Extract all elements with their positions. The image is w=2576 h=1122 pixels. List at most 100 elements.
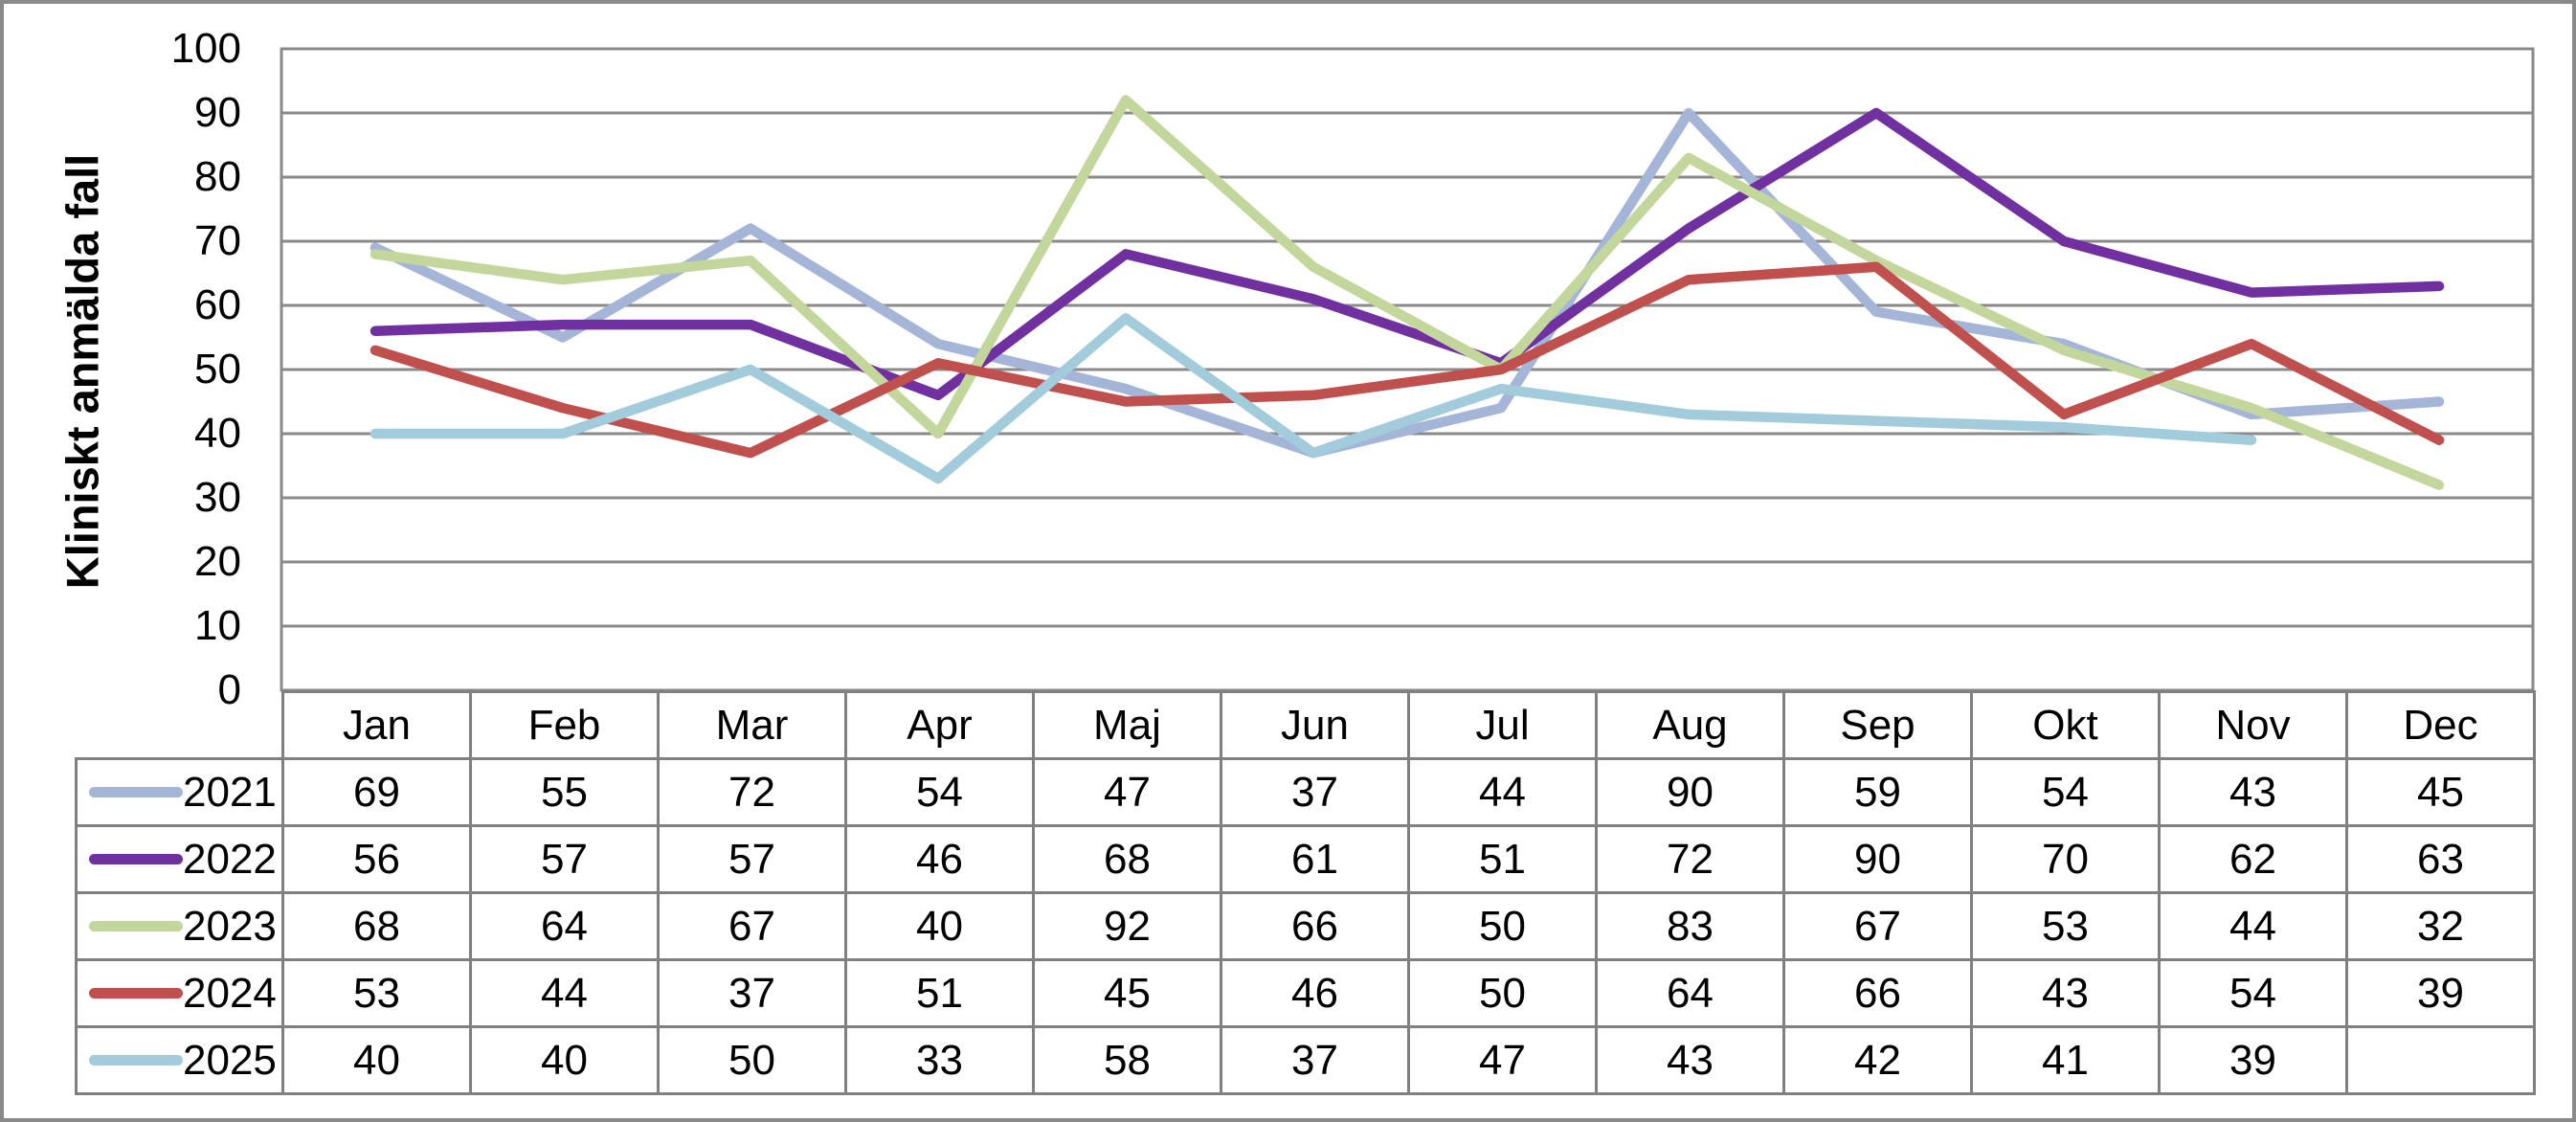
value-cell: 39 bbox=[2158, 1025, 2348, 1095]
y-tick-label: 20 bbox=[194, 538, 241, 585]
month-header-cell: Maj bbox=[1032, 690, 1222, 760]
value-cell: 51 bbox=[844, 958, 1035, 1028]
value-cell: 43 bbox=[2158, 757, 2348, 827]
value-cell: 56 bbox=[281, 824, 472, 894]
value-cell: 45 bbox=[2345, 757, 2536, 827]
value-cell: 55 bbox=[469, 757, 660, 827]
legend-year-label: 2023 bbox=[183, 902, 277, 950]
value-cell bbox=[2345, 1025, 2536, 1095]
value-cell: 42 bbox=[1782, 1025, 1973, 1095]
value-cell: 57 bbox=[469, 824, 660, 894]
value-cell: 43 bbox=[1595, 1025, 1785, 1095]
y-tick-label: 60 bbox=[194, 281, 241, 328]
value-cell: 53 bbox=[281, 958, 472, 1028]
series-line-2024 bbox=[370, 261, 2445, 459]
value-cell: 47 bbox=[1407, 1025, 1598, 1095]
value-cell: 44 bbox=[2158, 891, 2348, 961]
value-cell: 64 bbox=[469, 891, 660, 961]
value-cell: 58 bbox=[1032, 1025, 1222, 1095]
month-header-cell: Jan bbox=[281, 690, 472, 760]
value-cell: 54 bbox=[844, 757, 1035, 827]
legend-cell-2024: 2024 bbox=[75, 958, 284, 1028]
y-tick-label: 10 bbox=[194, 602, 241, 649]
series-line-2025 bbox=[370, 313, 2257, 484]
value-cell: 62 bbox=[2158, 824, 2348, 894]
series-line-2021 bbox=[370, 107, 2445, 459]
legend-year-label: 2025 bbox=[183, 1036, 277, 1084]
table-corner-cell bbox=[77, 692, 283, 759]
month-header-cell: Sep bbox=[1782, 690, 1973, 760]
value-cell: 44 bbox=[469, 958, 660, 1028]
table-row-2024: 2024 53 44 37 51 45 46 50 64 66 43 54 39 bbox=[75, 958, 2536, 1028]
table-row-2021: 2021 69 55 72 54 47 37 44 90 59 54 43 45 bbox=[75, 757, 2536, 827]
y-tick-label: 0 bbox=[217, 666, 241, 713]
month-header-cell: Aug bbox=[1595, 690, 1785, 760]
month-header-cell: Apr bbox=[844, 690, 1035, 760]
value-cell: 37 bbox=[657, 958, 847, 1028]
line-chart-plot bbox=[280, 47, 2535, 692]
value-cell: 72 bbox=[1595, 824, 1785, 894]
value-cell: 44 bbox=[1407, 757, 1598, 827]
y-tick-label: 80 bbox=[194, 153, 241, 200]
table-row-2022: 2022 56 57 57 46 68 61 51 72 90 70 62 63 bbox=[75, 824, 2536, 894]
value-cell: 72 bbox=[657, 757, 847, 827]
month-header-cell: Jun bbox=[1220, 690, 1410, 760]
month-header-cell: Dec bbox=[2345, 690, 2536, 760]
y-tick-label: 100 bbox=[170, 25, 241, 72]
value-cell: 54 bbox=[2158, 958, 2348, 1028]
value-cell: 40 bbox=[469, 1025, 660, 1095]
series-line-2022 bbox=[370, 107, 2445, 401]
data-table: Jan Feb Mar Apr Maj Jun Jul Aug Sep Okt Nov Dec 2021… bbox=[75, 690, 2536, 1095]
value-cell: 50 bbox=[1407, 891, 1598, 961]
value-cell: 51 bbox=[1407, 824, 1598, 894]
value-cell: 47 bbox=[1032, 757, 1222, 827]
value-cell: 92 bbox=[1032, 891, 1222, 961]
legend-year-label: 2021 bbox=[183, 768, 277, 816]
value-cell: 66 bbox=[1782, 958, 1973, 1028]
series-line-2023 bbox=[370, 95, 2445, 490]
value-cell: 46 bbox=[844, 824, 1035, 894]
y-tick-label: 40 bbox=[194, 410, 241, 457]
month-header-cell: Jul bbox=[1407, 690, 1598, 760]
legend-year-label: 2022 bbox=[183, 835, 277, 883]
value-cell: 67 bbox=[657, 891, 847, 961]
value-cell: 68 bbox=[281, 891, 472, 961]
table-row-2023: 2023 68 64 67 40 92 66 50 83 67 53 44 32 bbox=[75, 891, 2536, 961]
legend-cell-2025: 2025 bbox=[75, 1025, 284, 1095]
value-cell: 64 bbox=[1595, 958, 1785, 1028]
legend-swatch-2025 bbox=[89, 1055, 183, 1066]
value-cell: 37 bbox=[1220, 757, 1410, 827]
y-tick-label: 30 bbox=[194, 474, 241, 521]
y-tick-label: 70 bbox=[194, 217, 241, 264]
month-header-row: Jan Feb Mar Apr Maj Jun Jul Aug Sep Okt Nov Dec bbox=[77, 690, 2536, 760]
value-cell: 50 bbox=[657, 1025, 847, 1095]
legend-cell-2022: 2022 bbox=[75, 824, 284, 894]
value-cell: 90 bbox=[1782, 824, 1973, 894]
month-header-cell: Okt bbox=[1970, 690, 2161, 760]
value-cell: 69 bbox=[281, 757, 472, 827]
legend-cell-2021: 2021 bbox=[75, 757, 284, 827]
value-cell: 50 bbox=[1407, 958, 1598, 1028]
legend-cell-2023: 2023 bbox=[75, 891, 284, 961]
value-cell: 40 bbox=[844, 891, 1035, 961]
value-cell: 66 bbox=[1220, 891, 1410, 961]
value-cell: 54 bbox=[1970, 757, 2161, 827]
month-header-cell: Feb bbox=[469, 690, 660, 760]
legend-swatch-2023 bbox=[89, 921, 183, 931]
value-cell: 68 bbox=[1032, 824, 1222, 894]
month-header-cell: Nov bbox=[2158, 690, 2348, 760]
y-tick-label: 90 bbox=[194, 89, 241, 136]
legend-swatch-2024 bbox=[89, 988, 183, 999]
legend-year-label: 2024 bbox=[183, 969, 277, 1017]
value-cell: 83 bbox=[1595, 891, 1785, 961]
value-cell: 43 bbox=[1970, 958, 2161, 1028]
value-cell: 70 bbox=[1970, 824, 2161, 894]
table-row-2025: 2025 40 40 50 33 58 37 47 43 42 41 39 bbox=[75, 1025, 2536, 1095]
value-cell: 63 bbox=[2345, 824, 2536, 894]
value-cell: 45 bbox=[1032, 958, 1222, 1028]
month-header-cell: Mar bbox=[657, 690, 847, 760]
value-cell: 41 bbox=[1970, 1025, 2161, 1095]
value-cell: 46 bbox=[1220, 958, 1410, 1028]
value-cell: 67 bbox=[1782, 891, 1973, 961]
